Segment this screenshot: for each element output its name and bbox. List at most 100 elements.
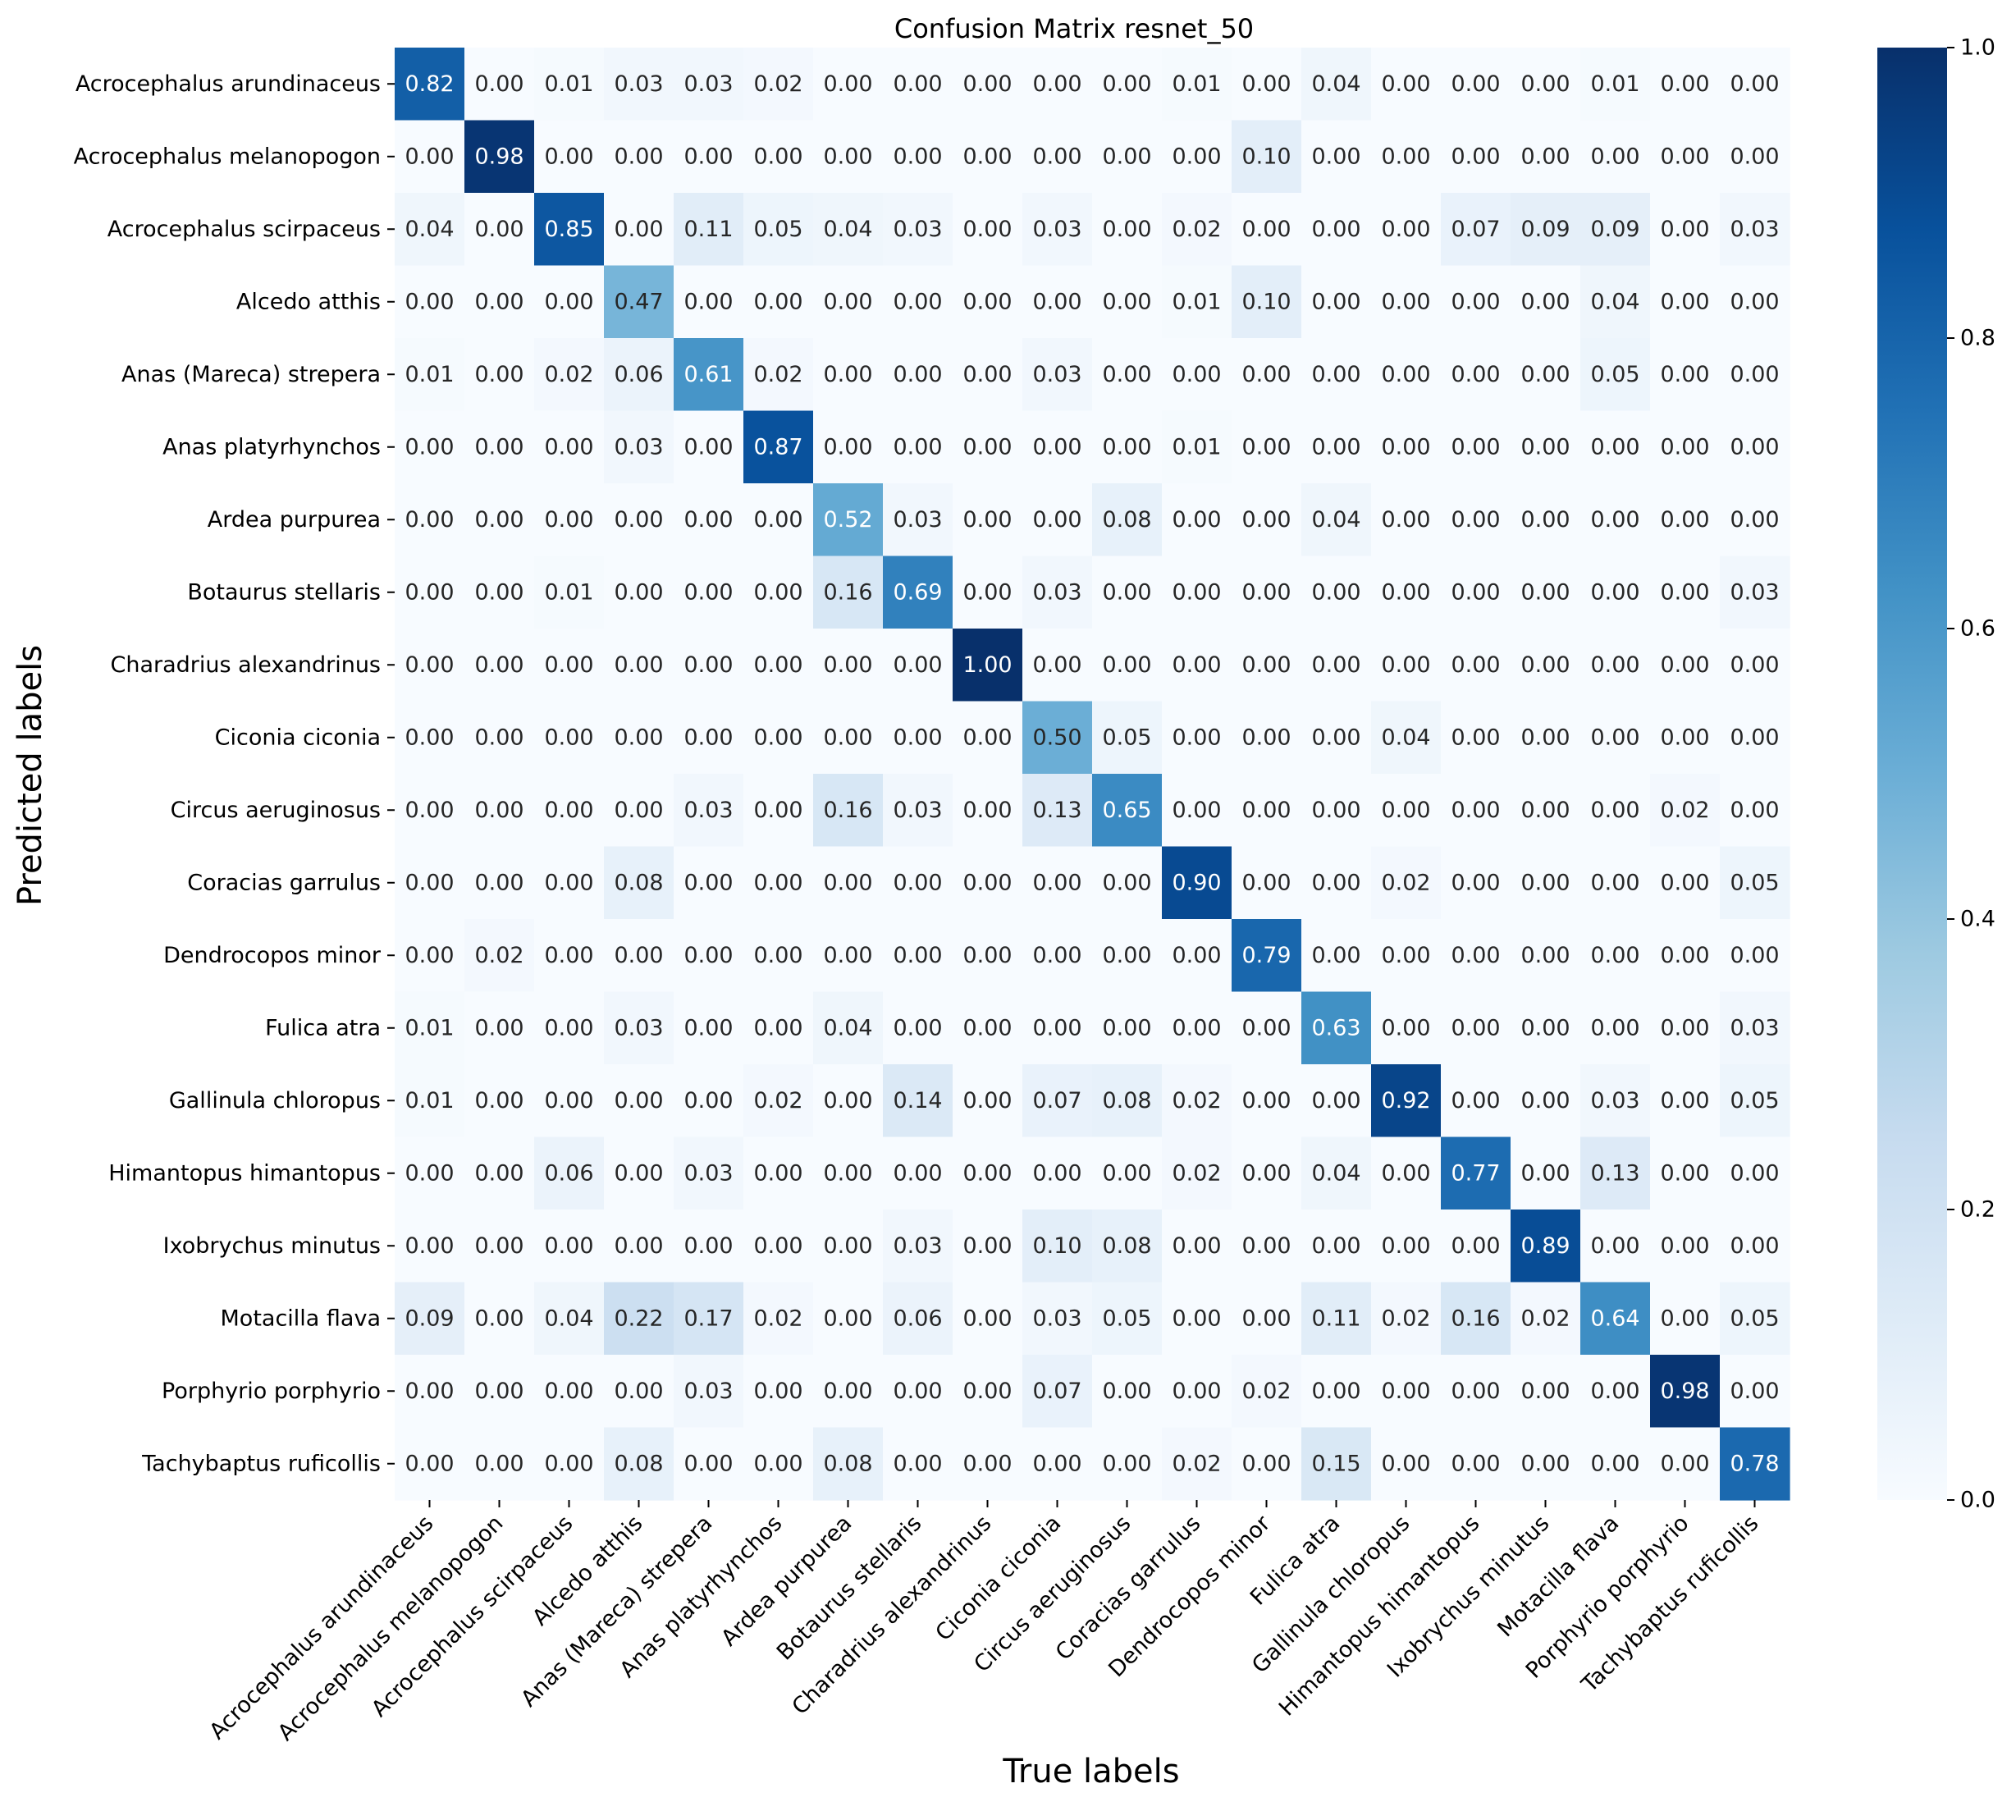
heatmap-cell (743, 1427, 814, 1501)
cell-value-label: 0.00 (1520, 943, 1570, 968)
cell-value-label: 0.00 (753, 289, 802, 314)
cell-value-label: 0.00 (1241, 798, 1291, 823)
heatmap-cell (464, 774, 535, 848)
cell-value-label: 0.00 (1520, 71, 1570, 97)
heatmap-cell (1441, 919, 1511, 993)
heatmap-cell (1580, 410, 1651, 484)
cell-value-label: 0.10 (1032, 1233, 1081, 1259)
heatmap-cell (395, 1282, 465, 1356)
heatmap-cell (1511, 120, 1581, 194)
heatmap-cell (743, 1136, 814, 1210)
heatmap-cell (604, 991, 674, 1065)
heatmap-cell (883, 265, 953, 339)
heatmap-cell (395, 556, 465, 629)
heatmap-cell (1720, 410, 1790, 484)
cell-value-label: 0.00 (1451, 943, 1500, 968)
heatmap-cell (953, 483, 1023, 557)
heatmap-cell (1650, 410, 1721, 484)
cell-value-label: 0.00 (474, 1379, 523, 1404)
cell-value-label: 0.00 (405, 652, 454, 678)
heatmap-cell (1022, 1355, 1093, 1429)
cell-value-label: 0.00 (1241, 652, 1291, 678)
cell-value-label: 0.00 (1032, 1451, 1081, 1476)
cell-value-label: 0.00 (1730, 71, 1779, 97)
heatmap-cell (1301, 919, 1372, 993)
cell-value-label: 0.00 (823, 434, 872, 460)
heatmap-cell (1441, 1064, 1511, 1138)
y-tick-label: Circus aeruginosus (171, 798, 381, 823)
cell-value-label: 0.00 (823, 144, 872, 169)
cell-value-label: 0.69 (893, 579, 942, 605)
cell-value-label: 0.00 (1381, 507, 1430, 533)
cell-value-label: 0.00 (1102, 1160, 1151, 1186)
heatmap-cell (1092, 48, 1163, 121)
y-tick-label: Coracias garrulus (187, 870, 381, 895)
heatmap-cell (1022, 483, 1093, 557)
heatmap-cell (464, 120, 535, 194)
cell-value-label: 0.00 (962, 1379, 1012, 1404)
cell-value-label: 0.00 (405, 1379, 454, 1404)
heatmap-cell (883, 991, 953, 1065)
cell-value-label: 0.00 (474, 652, 523, 678)
cell-value-label: 0.00 (823, 725, 872, 750)
heatmap-cell (1162, 846, 1232, 920)
heatmap-cell (1580, 1427, 1651, 1501)
x-axis-title: True labels (1002, 1753, 1179, 1790)
heatmap-cell (464, 1210, 535, 1283)
cell-value-label: 0.00 (1590, 144, 1639, 169)
cell-value-label: 0.00 (683, 579, 733, 605)
heatmap-cell (743, 1282, 814, 1356)
y-tick-label: Ixobrychus minutus (163, 1233, 381, 1259)
cell-value-label: 0.00 (1520, 798, 1570, 823)
heatmap-cell (953, 338, 1023, 412)
cell-value-label: 0.03 (614, 434, 663, 460)
heatmap-cell (1022, 1427, 1093, 1501)
heatmap-cell (395, 483, 465, 557)
heatmap-cell (883, 774, 953, 848)
heatmap-cell (604, 483, 674, 557)
heatmap-cell (604, 120, 674, 194)
heatmap-cell (1371, 919, 1442, 993)
cell-value-label: 0.03 (1032, 1306, 1081, 1331)
heatmap-cell (1441, 1210, 1511, 1283)
colorbar-tick-label: 0.2 (1960, 1197, 1995, 1223)
cell-value-label: 0.00 (753, 943, 802, 968)
heatmap-cell (604, 629, 674, 702)
cell-value-label: 0.00 (544, 1015, 593, 1040)
cell-value-label: 0.02 (544, 362, 593, 387)
cell-value-label: 0.06 (893, 1306, 942, 1331)
heatmap-cell (1022, 991, 1093, 1065)
heatmap-cell (1720, 48, 1790, 121)
heatmap-cell (1511, 701, 1581, 775)
cell-value-label: 0.00 (474, 725, 523, 750)
heatmap-cell (674, 846, 744, 920)
heatmap-cell (743, 410, 814, 484)
heatmap-cell (604, 1282, 674, 1356)
heatmap-cell (1232, 483, 1302, 557)
cell-value-label: 0.00 (1381, 1379, 1430, 1404)
cell-value-label: 0.00 (1381, 434, 1430, 460)
heatmap-cell (1371, 1355, 1442, 1429)
heatmap-cell (953, 1355, 1023, 1429)
heatmap-cell (1720, 483, 1790, 557)
heatmap-cell (1441, 1282, 1511, 1356)
heatmap-cell (395, 774, 465, 848)
heatmap-cell (743, 1355, 814, 1429)
heatmap-cell (1092, 410, 1163, 484)
heatmap-cell (813, 701, 884, 775)
heatmap-cell (674, 193, 744, 267)
heatmap-cell (464, 1427, 535, 1501)
heatmap-cell (1441, 193, 1511, 267)
heatmap-cell (813, 919, 884, 993)
cell-value-label: 1.00 (962, 652, 1012, 678)
heatmap-cell (1511, 1427, 1581, 1501)
heatmap-cell (1092, 1427, 1163, 1501)
heatmap-cell (464, 338, 535, 412)
y-tick-label: Porphyrio porphyrio (162, 1379, 381, 1404)
x-tick-label: Motacilla flava (1493, 1511, 1624, 1642)
heatmap-cell (604, 1427, 674, 1501)
cell-value-label: 0.00 (1311, 870, 1360, 895)
heatmap-cell (743, 701, 814, 775)
heatmap-cell (604, 1355, 674, 1429)
cell-value-label: 0.04 (1590, 289, 1639, 314)
